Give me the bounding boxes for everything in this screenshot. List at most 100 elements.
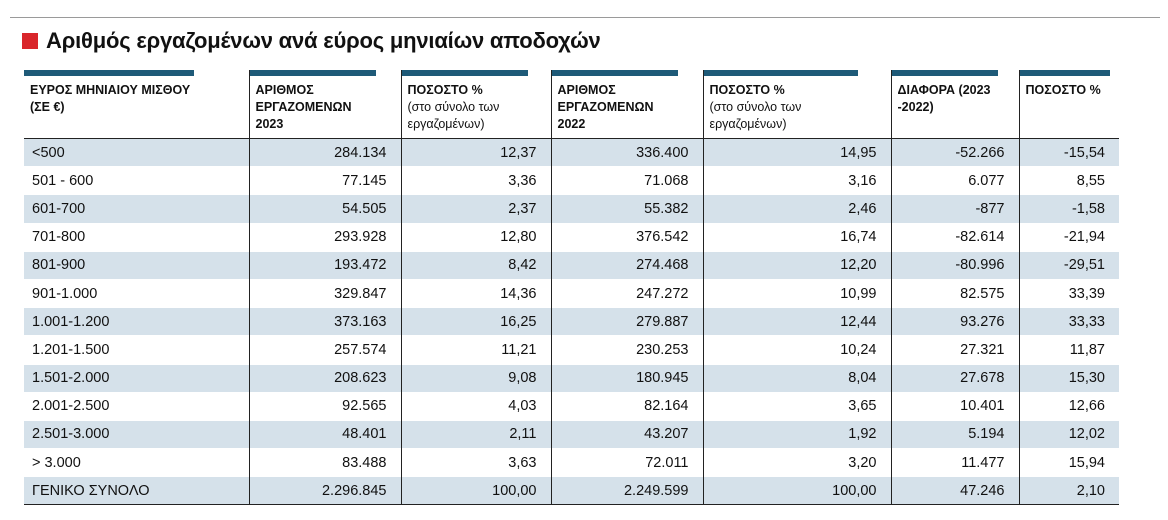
- value-cell: 100,00: [702, 476, 891, 506]
- value-cell: 11,21: [400, 335, 551, 364]
- col-header-label: ΕΥΡΟΣ ΜΗΝΙΑΙΟΥ ΜΙΣΘΟΥ (ΣΕ €): [30, 83, 191, 114]
- value-cell: 33,33: [1018, 307, 1119, 336]
- range-cell: 2.501-3.000: [24, 419, 249, 449]
- col-header-employees-2022: ΑΡΙΘΜΟΣ ΕΡΓΑΖΟΜΕΝΩΝ 2022: [550, 70, 703, 139]
- value-cell: 33,39: [1018, 278, 1119, 308]
- col-header-range: ΕΥΡΟΣ ΜΗΝΙΑΙΟΥ ΜΙΣΘΟΥ (ΣΕ €): [24, 70, 249, 139]
- value-cell: 14,95: [702, 137, 891, 167]
- col-header-sublabel: (στο σύνολο των εργαζομένων): [709, 100, 802, 131]
- value-cell: 9,08: [400, 363, 551, 393]
- value-cell: 10,99: [702, 278, 891, 308]
- value-cell: 293.928: [248, 222, 401, 252]
- salary-table: ΕΥΡΟΣ ΜΗΝΙΑΙΟΥ ΜΙΣΘΟΥ (ΣΕ €) ΑΡΙΘΜΟΣ ΕΡΓ…: [24, 70, 1119, 506]
- table-row: <500 284.134 12,37 336.400 14,95 -52.266 -15,5…: [24, 137, 1119, 167]
- header-bar: [249, 70, 376, 76]
- col-header-employees-2023: ΑΡΙΘΜΟΣ ΕΡΓΑΖΟΜΕΝΩΝ 2023: [248, 70, 401, 139]
- range-cell: <500: [24, 137, 249, 167]
- value-cell: 48.401: [248, 419, 401, 449]
- value-cell: 2,46: [702, 194, 891, 224]
- value-cell: 336.400: [550, 137, 703, 167]
- range-cell: 1.001-1.200: [24, 307, 249, 336]
- value-cell: 12,20: [702, 250, 891, 280]
- value-cell: 82.164: [550, 391, 703, 421]
- header-bar: [703, 70, 858, 76]
- value-cell: 2.296.845: [248, 476, 401, 506]
- value-cell: -82.614: [890, 222, 1019, 252]
- value-cell: 208.623: [248, 363, 401, 393]
- table-row: 1.201-1.500 257.574 11,21 230.253 10,24 27.32…: [24, 335, 1119, 364]
- red-square-icon: [22, 33, 38, 49]
- table-row: 2.001-2.500 92.565 4,03 82.164 3,65 10.401 12,…: [24, 391, 1119, 421]
- value-cell: 12,37: [400, 137, 551, 167]
- value-cell: 12,66: [1018, 391, 1119, 421]
- col-header-label: ΑΡΙΘΜΟΣ ΕΡΓΑΖΟΜΕΝΩΝ 2023: [255, 83, 352, 131]
- value-cell: -1,58: [1018, 194, 1119, 224]
- range-cell: 1.501-2.000: [24, 363, 249, 393]
- value-cell: 16,25: [400, 307, 551, 336]
- value-cell: 193.472: [248, 250, 401, 280]
- value-cell: 12,80: [400, 222, 551, 252]
- value-cell: 274.468: [550, 250, 703, 280]
- table-row: 601-700 54.505 2,37 55.382 2,46 -877 -1,58: [24, 194, 1119, 224]
- value-cell: 1,92: [702, 419, 891, 449]
- range-cell: 501 - 600: [24, 166, 249, 195]
- value-cell: 27.321: [890, 335, 1019, 364]
- table-row: 501 - 600 77.145 3,36 71.068 3,16 6.077 8,55: [24, 166, 1119, 195]
- value-cell: 15,94: [1018, 448, 1119, 477]
- value-cell: 373.163: [248, 307, 401, 336]
- value-cell: 15,30: [1018, 363, 1119, 393]
- value-cell: -52.266: [890, 137, 1019, 167]
- value-cell: 92.565: [248, 391, 401, 421]
- value-cell: -29,51: [1018, 250, 1119, 280]
- value-cell: 3,63: [400, 448, 551, 477]
- value-cell: -15,54: [1018, 137, 1119, 167]
- col-header-percent-2023: ΠΟΣΟΣΤΟ % (στο σύνολο των εργαζομένων): [400, 70, 551, 139]
- value-cell: 3,36: [400, 166, 551, 195]
- value-cell: 5.194: [890, 419, 1019, 449]
- table-row: 901-1.000 329.847 14,36 247.272 10,99 82.575 3…: [24, 278, 1119, 308]
- col-header-sublabel: (στο σύνολο των εργαζομένων): [407, 100, 500, 131]
- header-bar: [891, 70, 998, 76]
- value-cell: 54.505: [248, 194, 401, 224]
- col-header-label: ΠΟΣΟΣΤΟ %: [709, 83, 785, 97]
- value-cell: 247.272: [550, 278, 703, 308]
- value-cell: 12,44: [702, 307, 891, 336]
- value-cell: 8,55: [1018, 166, 1119, 195]
- range-cell: 601-700: [24, 194, 249, 224]
- value-cell: 279.887: [550, 307, 703, 336]
- value-cell: -80.996: [890, 250, 1019, 280]
- value-cell: 93.276: [890, 307, 1019, 336]
- table-row: 701-800 293.928 12,80 376.542 16,74 -82.614 -2…: [24, 222, 1119, 252]
- col-header-label: ΠΟΣΟΣΤΟ %: [407, 83, 483, 97]
- value-cell: 2,37: [400, 194, 551, 224]
- value-cell: 4,03: [400, 391, 551, 421]
- value-cell: 376.542: [550, 222, 703, 252]
- table-row: 1.501-2.000 208.623 9,08 180.945 8,04 27.678 1…: [24, 363, 1119, 393]
- value-cell: 2,11: [400, 419, 551, 449]
- value-cell: 71.068: [550, 166, 703, 195]
- value-cell: 11,87: [1018, 335, 1119, 364]
- value-cell: 14,36: [400, 278, 551, 308]
- table-row: > 3.000 83.488 3,63 72.011 3,20 11.477 15,94: [24, 448, 1119, 477]
- value-cell: 27.678: [890, 363, 1019, 393]
- value-cell: -21,94: [1018, 222, 1119, 252]
- range-cell: 701-800: [24, 222, 249, 252]
- range-cell: 901-1.000: [24, 278, 249, 308]
- value-cell: 100,00: [400, 476, 551, 506]
- table-row: 1.001-1.200 373.163 16,25 279.887 12,44 93.27…: [24, 307, 1119, 336]
- value-cell: 55.382: [550, 194, 703, 224]
- value-cell: 3,16: [702, 166, 891, 195]
- range-cell: 1.201-1.500: [24, 335, 249, 364]
- value-cell: 8,42: [400, 250, 551, 280]
- value-cell: 77.145: [248, 166, 401, 195]
- col-header-label: ΠΟΣΟΣΤΟ %: [1025, 83, 1101, 97]
- header-bar: [551, 70, 678, 76]
- value-cell: 230.253: [550, 335, 703, 364]
- col-header-label: ΔΙΑΦΟΡΑ (2023 -2022): [897, 83, 991, 114]
- value-cell: 12,02: [1018, 419, 1119, 449]
- value-cell: 10,24: [702, 335, 891, 364]
- top-rule: [10, 17, 1160, 18]
- value-cell: 180.945: [550, 363, 703, 393]
- col-header-percent-2022: ΠΟΣΟΣΤΟ % (στο σύνολο των εργαζομένων): [702, 70, 891, 139]
- value-cell: 3,20: [702, 448, 891, 477]
